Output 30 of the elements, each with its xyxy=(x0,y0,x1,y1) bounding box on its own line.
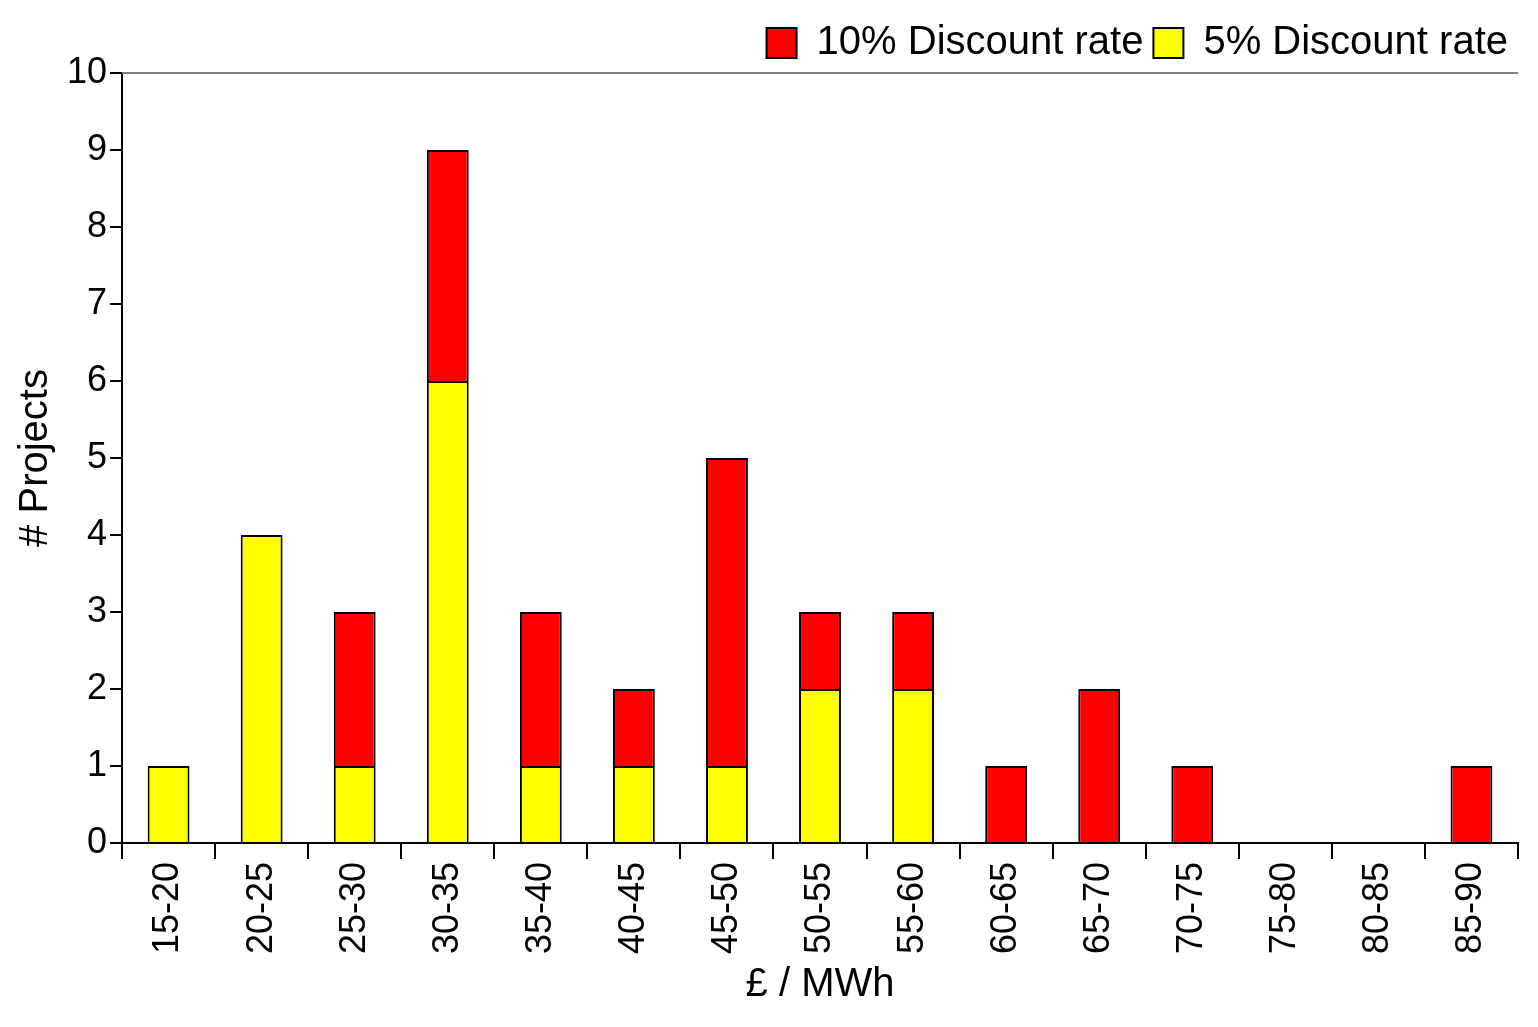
y-tick-label: 2 xyxy=(87,665,108,707)
x-tick-label: 35-40 xyxy=(517,861,559,954)
x-tick-label: 15-20 xyxy=(145,861,187,954)
legend-label: 5% Discount rate xyxy=(1203,18,1508,63)
y-tick-label: 10 xyxy=(67,49,108,91)
x-tick-label: 20-25 xyxy=(238,861,280,954)
x-tick-label: 30-35 xyxy=(424,861,466,954)
x-tick-label: 85-90 xyxy=(1448,861,1490,954)
y-tick-label: 4 xyxy=(87,511,108,553)
y-tick-label: 3 xyxy=(87,588,108,630)
x-tick-label: 60-65 xyxy=(983,861,1025,954)
x-axis-title: £ / MWh xyxy=(745,960,895,1005)
y-tick-label: 5 xyxy=(87,434,108,476)
x-tick-label: 50-55 xyxy=(796,861,838,954)
y-tick-label: 9 xyxy=(87,126,108,168)
y-tick-label: 0 xyxy=(87,819,108,861)
x-tick-label: 75-80 xyxy=(1262,861,1304,954)
y-tick-label: 8 xyxy=(87,203,108,245)
x-tick-label: 80-85 xyxy=(1355,861,1397,954)
y-tick-label: 1 xyxy=(87,742,108,784)
x-tick-label: 45-50 xyxy=(703,861,745,954)
y-tick-label: 6 xyxy=(87,357,108,399)
y-tick-label: 7 xyxy=(87,280,108,322)
x-tick-label: 25-30 xyxy=(331,861,373,954)
x-tick-label: 65-70 xyxy=(1076,861,1118,954)
x-tick-label: 70-75 xyxy=(1169,861,1211,954)
legend-label: 10% Discount rate xyxy=(816,18,1144,63)
x-tick-label: 55-60 xyxy=(890,861,932,954)
x-tick-label: 40-45 xyxy=(610,861,652,954)
y-axis-title: # Projects xyxy=(11,369,56,547)
